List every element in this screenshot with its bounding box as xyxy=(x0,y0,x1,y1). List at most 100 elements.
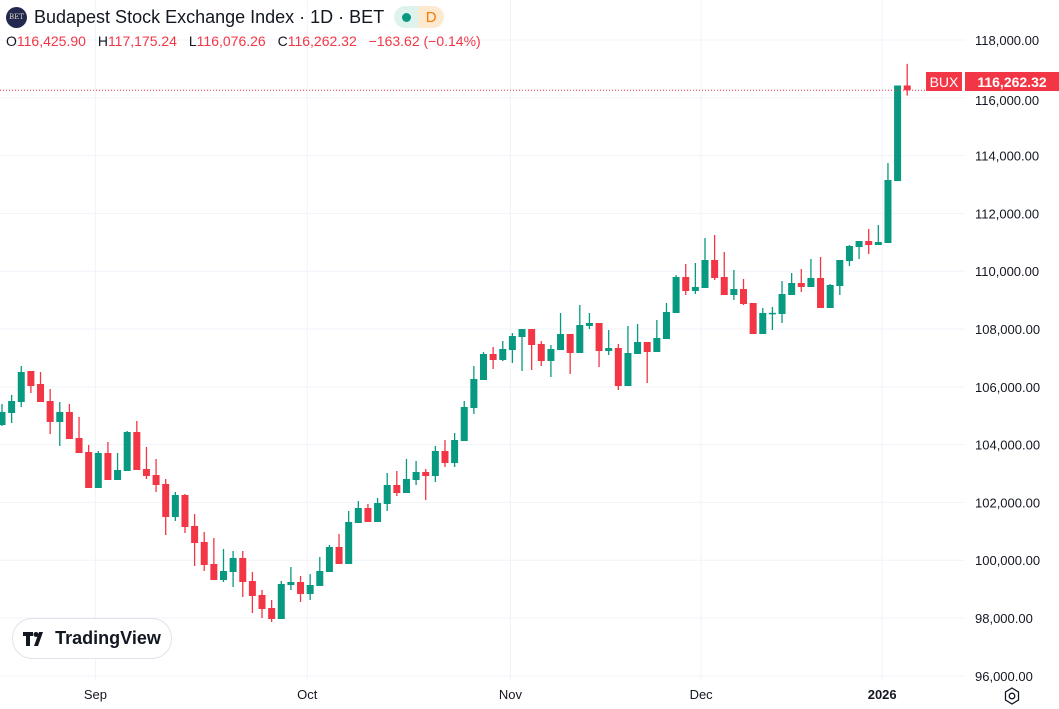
open-value: 116,425.90 xyxy=(16,33,86,49)
candle-body xyxy=(653,338,661,352)
candle-body xyxy=(27,371,35,387)
candle-body xyxy=(865,241,873,245)
watermark-text: TradingView xyxy=(55,628,161,648)
tradingview-logo-icon xyxy=(23,631,44,646)
candle-up xyxy=(277,581,285,619)
candle-body xyxy=(268,608,276,619)
candle-body xyxy=(470,378,478,409)
price-tick-label: 108,000.00 xyxy=(975,322,1040,337)
candle-body xyxy=(605,348,613,352)
candle-body xyxy=(508,336,516,350)
candle-body xyxy=(451,440,459,464)
candle-body xyxy=(460,406,468,442)
candle-body xyxy=(56,411,64,422)
candle-body xyxy=(691,286,699,292)
time-axis[interactable]: Sep Oct Nov Dec 2026 xyxy=(84,687,897,702)
market-status-pill[interactable]: D xyxy=(394,6,445,28)
candle-up xyxy=(547,345,555,377)
candle-body xyxy=(94,453,102,489)
candle-up xyxy=(585,313,593,330)
candle-body xyxy=(374,503,382,522)
candle-down xyxy=(393,470,401,497)
candle-body xyxy=(383,485,391,504)
candle-body xyxy=(537,343,545,362)
candle-body xyxy=(817,278,825,308)
candle-body xyxy=(662,311,670,340)
price-tick-label: 116,000.00 xyxy=(975,93,1039,108)
candle-down xyxy=(528,329,536,370)
price-axis[interactable]: 96,000.00 98,000.00 100,000.00 102,000.00 10… xyxy=(975,33,1040,684)
candle-up xyxy=(605,330,613,355)
candle-down xyxy=(85,445,93,489)
candle-up xyxy=(451,433,459,467)
candle-body xyxy=(903,85,911,91)
candle-up xyxy=(383,473,391,511)
candle-body xyxy=(788,283,796,295)
candle-down xyxy=(248,571,256,614)
candle-body xyxy=(114,470,122,480)
candle-down xyxy=(181,493,189,534)
candle-body xyxy=(759,313,767,334)
candle-body xyxy=(884,180,892,244)
candle-body xyxy=(412,471,420,480)
candle-body xyxy=(480,353,487,380)
grid xyxy=(0,0,965,680)
candle-down xyxy=(711,235,719,280)
candle-body xyxy=(720,276,728,295)
price-tick-label: 110,000.00 xyxy=(975,264,1039,279)
candle-body xyxy=(75,438,83,454)
candle-up xyxy=(171,491,179,521)
tradingview-watermark[interactable]: TradingView xyxy=(12,618,172,659)
candle-up xyxy=(730,270,738,300)
candle-body xyxy=(316,571,324,587)
candle-up xyxy=(460,401,468,442)
low-label: L xyxy=(188,33,197,49)
candle-body xyxy=(277,583,285,619)
candle-body xyxy=(133,431,141,470)
candle-body xyxy=(8,401,16,414)
candle-down xyxy=(614,343,622,390)
candle-body xyxy=(826,285,834,308)
candle-up xyxy=(788,273,796,295)
candle-body xyxy=(874,241,882,245)
candle-body xyxy=(65,411,73,439)
candle-up xyxy=(874,225,882,245)
candle-body xyxy=(306,585,314,594)
candle-down xyxy=(37,371,45,402)
candle-down xyxy=(422,468,430,500)
candle-down xyxy=(133,421,141,470)
candle-up xyxy=(17,366,25,407)
candle-body xyxy=(402,478,410,494)
market-open-dot-icon xyxy=(394,6,419,28)
candle-up xyxy=(884,163,892,244)
candle-down xyxy=(903,63,911,96)
candle-up xyxy=(306,574,314,600)
settings-gear-icon[interactable] xyxy=(1002,686,1022,706)
close-label: C xyxy=(277,33,288,49)
candle-body xyxy=(142,468,150,477)
candle-body xyxy=(518,329,526,337)
candle-body xyxy=(489,353,497,360)
candle-down xyxy=(162,478,170,535)
candle-up xyxy=(374,498,382,522)
time-tick-label: 2026 xyxy=(868,687,897,702)
candle-body xyxy=(566,333,574,354)
candle-body xyxy=(345,521,353,564)
candle-up xyxy=(499,341,507,362)
candle-up xyxy=(229,551,237,587)
candle-body xyxy=(894,85,902,182)
candle-body xyxy=(219,571,227,580)
candle-body xyxy=(701,260,709,289)
price-tick-label: 106,000.00 xyxy=(975,380,1040,395)
symbol-price-tag: BUX xyxy=(926,72,962,91)
candle-down xyxy=(537,341,545,367)
candle-down xyxy=(75,416,83,454)
symbol-title[interactable]: Budapest Stock Exchange Index · 1D · BET xyxy=(34,6,385,27)
candle-body xyxy=(836,260,844,287)
chart-legend: BET Budapest Stock Exchange Index · 1D ·… xyxy=(6,5,445,29)
candle-body xyxy=(624,353,632,387)
candle-body xyxy=(730,289,738,295)
price-tick-label: 114,000.00 xyxy=(975,149,1039,164)
candle-down xyxy=(258,590,266,619)
